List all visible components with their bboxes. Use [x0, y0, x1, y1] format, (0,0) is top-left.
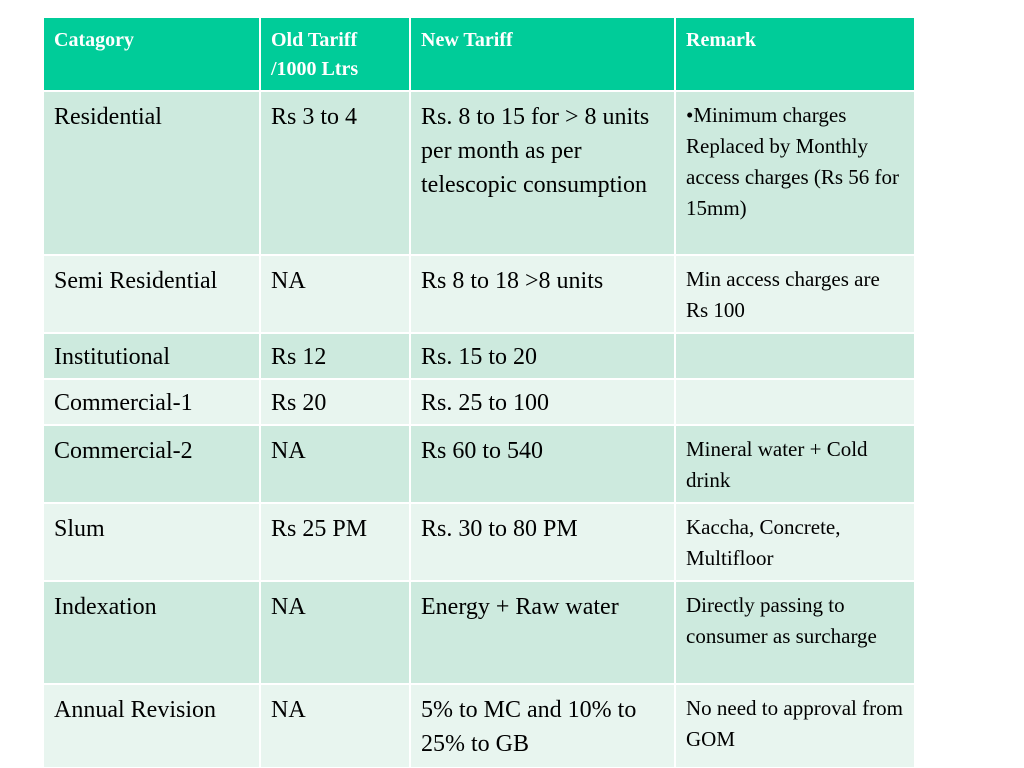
- cell-category: Annual Revision: [42, 683, 261, 768]
- table-row: Commercial-1 Rs 20 Rs. 25 to 100: [42, 378, 916, 426]
- cell-category: Semi Residential: [42, 254, 261, 334]
- table-row: Institutional Rs 12 Rs. 15 to 20: [42, 332, 916, 380]
- cell-new-tariff: Rs 60 to 540: [409, 424, 676, 504]
- cell-category: Indexation: [42, 580, 261, 685]
- cell-category: Commercial-1: [42, 378, 261, 426]
- header-category: Catagory: [42, 16, 261, 92]
- cell-remark: No need to approval from GOM: [674, 683, 916, 768]
- cell-old-tariff: Rs 25 PM: [259, 502, 411, 582]
- cell-old-tariff: NA: [259, 424, 411, 504]
- table-body: Residential Rs 3 to 4 Rs. 8 to 15 for > …: [42, 90, 916, 768]
- cell-remark: Kaccha, Concrete, Multifloor: [674, 502, 916, 582]
- tariff-table: Catagory Old Tariff /1000 Ltrs New Tarif…: [42, 16, 916, 768]
- table-row: Commercial-2 NA Rs 60 to 540 Mineral wat…: [42, 424, 916, 504]
- cell-new-tariff: Rs. 25 to 100: [409, 378, 676, 426]
- table-header: Catagory Old Tariff /1000 Ltrs New Tarif…: [42, 16, 916, 92]
- table-row: Residential Rs 3 to 4 Rs. 8 to 15 for > …: [42, 90, 916, 256]
- cell-category: Slum: [42, 502, 261, 582]
- cell-new-tariff: Energy + Raw water: [409, 580, 676, 685]
- cell-old-tariff: NA: [259, 254, 411, 334]
- table-row: Annual Revision NA 5% to MC and 10% to 2…: [42, 683, 916, 768]
- header-new-tariff: New Tariff: [409, 16, 676, 92]
- cell-remark: [674, 332, 916, 380]
- cell-new-tariff: 5% to MC and 10% to 25% to GB: [409, 683, 676, 768]
- table-row: Semi Residential NA Rs 8 to 18 >8 units …: [42, 254, 916, 334]
- cell-category: Institutional: [42, 332, 261, 380]
- cell-remark: Mineral water + Cold drink: [674, 424, 916, 504]
- header-remark: Remark: [674, 16, 916, 92]
- header-row: Catagory Old Tariff /1000 Ltrs New Tarif…: [42, 16, 916, 92]
- cell-old-tariff: Rs 20: [259, 378, 411, 426]
- table-row: Indexation NA Energy + Raw water Directl…: [42, 580, 916, 685]
- cell-new-tariff: Rs. 15 to 20: [409, 332, 676, 380]
- cell-new-tariff: Rs. 30 to 80 PM: [409, 502, 676, 582]
- cell-category: Residential: [42, 90, 261, 256]
- cell-remark: Min access charges are Rs 100: [674, 254, 916, 334]
- table-row: Slum Rs 25 PM Rs. 30 to 80 PM Kaccha, Co…: [42, 502, 916, 582]
- cell-remark: [674, 378, 916, 426]
- cell-old-tariff: Rs 3 to 4: [259, 90, 411, 256]
- cell-category: Commercial-2: [42, 424, 261, 504]
- cell-remark: •Minimum charges Replaced by Monthly acc…: [674, 90, 916, 256]
- cell-old-tariff: NA: [259, 683, 411, 768]
- cell-remark: Directly passing to consumer as surcharg…: [674, 580, 916, 685]
- cell-new-tariff: Rs. 8 to 15 for > 8 units per month as p…: [409, 90, 676, 256]
- cell-old-tariff: Rs 12: [259, 332, 411, 380]
- cell-new-tariff: Rs 8 to 18 >8 units: [409, 254, 676, 334]
- cell-old-tariff: NA: [259, 580, 411, 685]
- header-old-tariff: Old Tariff /1000 Ltrs: [259, 16, 411, 92]
